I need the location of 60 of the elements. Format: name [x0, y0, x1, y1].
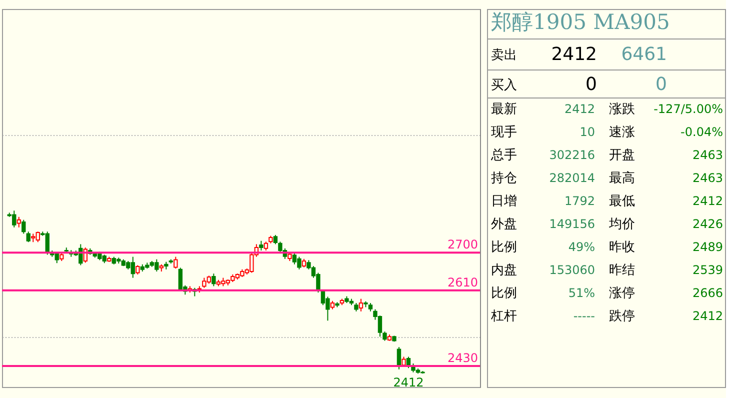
text: 0 [656, 74, 667, 95]
text: 持仓 [491, 171, 517, 186]
text: 昨收 [609, 240, 635, 255]
text: 2539 [692, 263, 723, 277]
candlestick [136, 264, 140, 275]
ref-line-label: 2610 [447, 275, 478, 290]
text: 282014 [549, 171, 595, 185]
text: 跌停 [609, 309, 635, 324]
ref-line-label: 2430 [447, 351, 478, 365]
text: ----- [573, 309, 595, 323]
text: 杠杆 [490, 309, 517, 324]
text: 最高 [609, 170, 635, 186]
text: 2489 [692, 240, 723, 254]
text: 内盘 [491, 263, 517, 278]
candlestick [358, 298, 364, 312]
candlestick [174, 256, 178, 270]
text: 卖出 [491, 48, 517, 63]
text: 比例 [491, 240, 517, 255]
text: 昨结 [609, 263, 635, 278]
text: 2463 [692, 171, 723, 185]
text: 2412 [692, 309, 723, 323]
text: 2426 [692, 217, 723, 231]
text: 最低 [609, 194, 635, 209]
text: 2666 [692, 286, 723, 300]
annotation: 2412 [393, 376, 424, 390]
text: 2412 [564, 102, 595, 116]
candlestick [212, 273, 216, 287]
text: 153060 [549, 263, 595, 277]
text: 2412 [551, 44, 597, 65]
text: 涨跌 [609, 102, 635, 117]
text: 现手 [491, 125, 517, 140]
candlestick [22, 219, 26, 234]
candlestick [273, 234, 278, 245]
text: 2463 [692, 148, 723, 162]
text: -0.04% [680, 125, 723, 139]
text: 1792 [564, 194, 595, 208]
text: 149156 [549, 217, 595, 231]
text: 速涨 [609, 125, 635, 140]
text: 302216 [549, 148, 595, 162]
text: 51% [568, 286, 595, 300]
text: 49% [568, 240, 595, 254]
text: 郑醇1905 MA905 [491, 10, 670, 34]
candlestick [26, 231, 30, 243]
text: 日增 [491, 194, 517, 209]
ref-line-label: 2700 [447, 238, 478, 252]
text: 比例 [491, 286, 517, 301]
text: 均价 [608, 217, 635, 232]
text: 2412 [692, 194, 723, 208]
text: 最新 [491, 102, 517, 117]
text: 涨停 [609, 286, 635, 301]
text: 总手 [490, 148, 517, 163]
text: 6461 [621, 44, 667, 65]
text: 开盘 [609, 148, 635, 163]
text: 外盘 [491, 217, 517, 232]
candlestick [259, 240, 264, 251]
text: 10 [580, 125, 595, 139]
candlestick [16, 216, 21, 228]
text: 买入 [491, 78, 517, 93]
text: -127/5.00% [654, 102, 723, 116]
text: 0 [586, 74, 597, 95]
